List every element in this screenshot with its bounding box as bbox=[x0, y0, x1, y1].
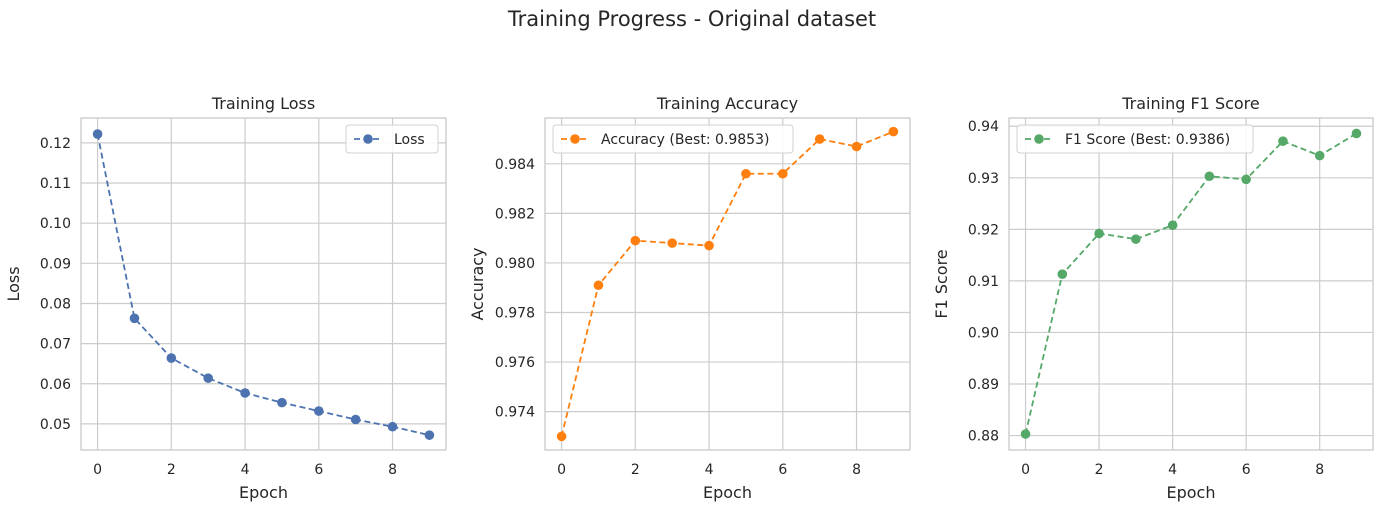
loss-yaxis-label: Loss bbox=[4, 266, 23, 301]
f1-ytick-label: 0.92 bbox=[968, 222, 999, 238]
f1-legend-label: F1 Score (Best: 0.9386) bbox=[1065, 132, 1230, 148]
f1-ytick-label: 0.90 bbox=[968, 325, 999, 341]
f1-xtick-label: 6 bbox=[1242, 462, 1251, 478]
loss-title: Training Loss bbox=[211, 94, 315, 113]
f1-chart: 0 2 4 6 8 0.88 0.89 0.90 0.91 0.92 0.93 0.94 Trainin… bbox=[932, 94, 1374, 502]
accuracy-ytick-label: 0.976 bbox=[495, 355, 535, 371]
f1-data-point bbox=[1057, 269, 1068, 280]
loss-xtick-label: 0 bbox=[93, 462, 102, 478]
accuracy-title: Training Accuracy bbox=[656, 94, 798, 113]
f1-data-point bbox=[1278, 136, 1288, 146]
accuracy-ytick-label: 0.974 bbox=[495, 405, 535, 421]
loss-data-point bbox=[424, 430, 435, 440]
loss-data-point bbox=[240, 388, 250, 398]
loss-xtick-label: 4 bbox=[241, 462, 250, 478]
loss-data-point bbox=[92, 129, 103, 139]
accuracy-ytick-label: 0.978 bbox=[495, 305, 535, 321]
accuracy-xtick-label: 0 bbox=[557, 462, 566, 478]
loss-data-point bbox=[203, 373, 213, 383]
loss-data-point bbox=[314, 406, 324, 416]
accuracy-xtick-label: 6 bbox=[778, 462, 787, 478]
loss-legend-label: Loss bbox=[394, 132, 425, 148]
loss-legend-box bbox=[345, 124, 439, 154]
f1-data-point bbox=[1167, 220, 1178, 231]
f1-data-point bbox=[1204, 171, 1215, 182]
f1-xaxis-label: Epoch bbox=[1167, 483, 1216, 502]
accuracy-data-point bbox=[741, 168, 751, 179]
loss-ytick-label: 0.07 bbox=[40, 337, 71, 353]
accuracy-xtick-label: 8 bbox=[852, 462, 861, 478]
loss-plot-frame bbox=[80, 117, 447, 451]
accuracy-xtick-label: 2 bbox=[631, 462, 640, 478]
loss-ytick-label: 0.11 bbox=[40, 176, 71, 192]
accuracy-data-point bbox=[556, 431, 567, 442]
f1-data-point bbox=[1131, 234, 1141, 244]
f1-ytick-label: 0.91 bbox=[968, 274, 999, 290]
loss-data-point bbox=[166, 353, 177, 363]
loss-data-point bbox=[277, 397, 287, 408]
accuracy-data-point bbox=[851, 141, 862, 152]
f1-ytick-label: 0.93 bbox=[968, 171, 999, 187]
loss-data-point bbox=[387, 421, 398, 432]
accuracy-data-point bbox=[778, 168, 788, 179]
loss-ytick-label: 0.05 bbox=[40, 417, 71, 433]
accuracy-ytick-label: 0.982 bbox=[495, 206, 535, 222]
loss-ytick-label: 0.09 bbox=[40, 256, 71, 272]
loss-legend-marker bbox=[363, 134, 373, 144]
accuracy-data-point bbox=[667, 238, 677, 248]
f1-ytick-label: 0.89 bbox=[968, 377, 999, 393]
f1-series-line bbox=[1024, 132, 1357, 435]
f1-data-point bbox=[1094, 228, 1104, 239]
loss-ytick-label: 0.08 bbox=[40, 296, 71, 312]
f1-legend-marker bbox=[1034, 134, 1044, 144]
accuracy-data-point bbox=[888, 126, 899, 137]
accuracy-ytick-label: 0.980 bbox=[495, 256, 535, 272]
loss-data-point bbox=[129, 313, 140, 324]
accuracy-data-point bbox=[593, 280, 604, 291]
f1-legend-box bbox=[1016, 124, 1254, 154]
f1-data-point bbox=[1020, 429, 1031, 439]
loss-xtick-label: 6 bbox=[314, 462, 323, 478]
f1-plot-frame bbox=[1008, 117, 1374, 451]
f1-ytick-label: 0.94 bbox=[968, 119, 999, 135]
figure-suptitle: Training Progress - Original dataset bbox=[507, 7, 876, 31]
f1-ytick-label: 0.88 bbox=[968, 429, 999, 445]
f1-xtick-label: 8 bbox=[1315, 462, 1324, 478]
f1-xtick-label: 4 bbox=[1168, 462, 1177, 478]
loss-xaxis-label: Epoch bbox=[239, 483, 288, 502]
loss-xtick-label: 2 bbox=[167, 462, 176, 478]
accuracy-series-line bbox=[560, 130, 894, 437]
f1-data-point bbox=[1241, 174, 1251, 185]
f1-data-point bbox=[1351, 128, 1362, 139]
accuracy-data-point bbox=[704, 240, 714, 251]
loss-ytick-label: 0.12 bbox=[40, 136, 71, 152]
accuracy-yaxis-label: Accuracy bbox=[468, 247, 487, 320]
accuracy-legend-box bbox=[552, 124, 794, 154]
accuracy-ytick-label: 0.984 bbox=[495, 157, 535, 173]
accuracy-data-point bbox=[814, 134, 825, 144]
loss-xtick-label: 8 bbox=[388, 462, 397, 478]
f1-yaxis-label: F1 Score bbox=[932, 249, 951, 318]
f1-title: Training F1 Score bbox=[1121, 94, 1260, 113]
accuracy-xtick-label: 4 bbox=[705, 462, 714, 478]
f1-data-point bbox=[1314, 150, 1325, 161]
f1-xtick-label: 0 bbox=[1021, 462, 1030, 478]
loss-ytick-label: 0.10 bbox=[40, 216, 71, 232]
loss-data-point bbox=[350, 414, 361, 425]
accuracy-legend-label: Accuracy (Best: 0.9853) bbox=[601, 132, 769, 148]
accuracy-data-point bbox=[630, 235, 641, 246]
loss-series-line bbox=[96, 133, 430, 437]
f1-xtick-label: 2 bbox=[1095, 462, 1104, 478]
accuracy-chart: 0 2 4 6 8 0.974 0.976 0.978 0.980 0.982 0.984 Train… bbox=[468, 94, 911, 502]
accuracy-legend-marker bbox=[570, 134, 580, 144]
accuracy-plot-frame bbox=[544, 117, 911, 451]
accuracy-xaxis-label: Epoch bbox=[703, 483, 752, 502]
loss-chart: 0 2 4 6 8 0.05 0.06 0.07 0.08 0.09 0.10 0.11 0.12 Tra… bbox=[4, 94, 447, 502]
loss-ytick-label: 0.06 bbox=[40, 377, 71, 393]
